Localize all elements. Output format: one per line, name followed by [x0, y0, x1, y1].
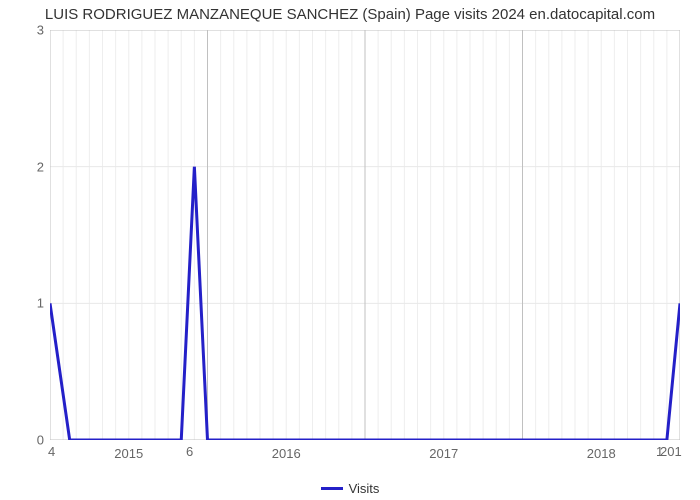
y-tick-label: 2	[37, 159, 44, 174]
chart-title: LUIS RODRIGUEZ MANZANEQUE SANCHEZ (Spain…	[0, 6, 700, 23]
corner-bottom-mid: 6	[186, 444, 193, 459]
y-tick-label: 3	[37, 23, 44, 38]
chart-container: LUIS RODRIGUEZ MANZANEQUE SANCHEZ (Spain…	[0, 0, 700, 500]
y-tick-label: 1	[37, 296, 44, 311]
x-tick-label: 2017	[429, 446, 458, 461]
corner-bottom-left: 4	[48, 444, 55, 459]
chart-plot	[50, 30, 680, 440]
y-tick-label: 0	[37, 433, 44, 448]
legend: Visits	[0, 477, 700, 496]
x-tick-label: 2015	[114, 446, 143, 461]
x-tick-label: 2016	[272, 446, 301, 461]
legend-item-visits: Visits	[321, 481, 380, 496]
corner-top-right: 201	[660, 444, 682, 459]
x-tick-label: 2018	[587, 446, 616, 461]
legend-swatch	[321, 487, 343, 490]
legend-label: Visits	[349, 481, 380, 496]
